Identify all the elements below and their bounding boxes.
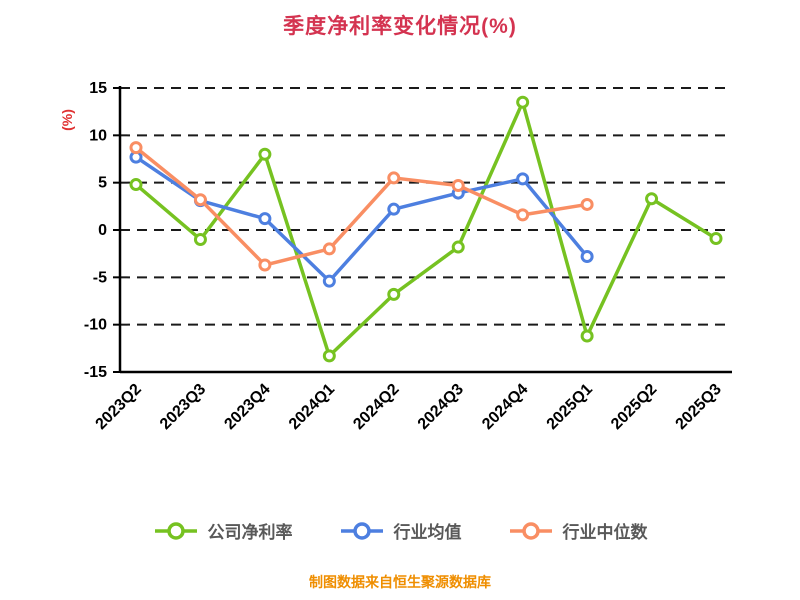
svg-text:2025Q1: 2025Q1 [544, 381, 596, 433]
data-source-note: 制图数据来自恒生聚源数据库 [309, 574, 491, 590]
svg-text:2025Q2: 2025Q2 [608, 381, 660, 433]
svg-text:10: 10 [89, 127, 107, 144]
legend-label: 行业均值 [393, 523, 462, 542]
svg-text:5: 5 [98, 175, 107, 192]
legend-item-industry-mean[interactable]: 行业均值 [339, 518, 462, 543]
line-circle-marker-icon [154, 521, 197, 540]
svg-text:15: 15 [89, 80, 107, 97]
svg-text:2023Q2: 2023Q2 [93, 381, 145, 433]
svg-text:2024Q3: 2024Q3 [415, 381, 467, 433]
svg-text:2024Q4: 2024Q4 [479, 381, 531, 433]
svg-text:2023Q3: 2023Q3 [157, 381, 209, 433]
legend: 公司净利率 行业均值 行业中位数 [0, 518, 800, 543]
legend-label: 公司净利率 [207, 523, 293, 542]
svg-text:-15: -15 [84, 364, 107, 381]
svg-text:0: 0 [98, 222, 107, 239]
svg-text:2023Q4: 2023Q4 [221, 381, 273, 433]
legend-item-company-net-margin[interactable]: 公司净利率 [153, 518, 293, 543]
svg-text:-10: -10 [84, 317, 107, 334]
line-circle-marker-icon [509, 521, 552, 540]
line-circle-marker-icon [340, 521, 383, 540]
svg-text:2024Q2: 2024Q2 [350, 381, 402, 433]
legend-item-industry-median[interactable]: 行业中位数 [508, 518, 648, 543]
svg-text:-5: -5 [93, 269, 107, 286]
svg-text:2024Q1: 2024Q1 [286, 381, 338, 433]
chart-title: 季度净利率变化情况(%) [283, 15, 517, 38]
svg-text:2025Q3: 2025Q3 [673, 381, 725, 433]
legend-label: 行业中位数 [562, 523, 648, 542]
